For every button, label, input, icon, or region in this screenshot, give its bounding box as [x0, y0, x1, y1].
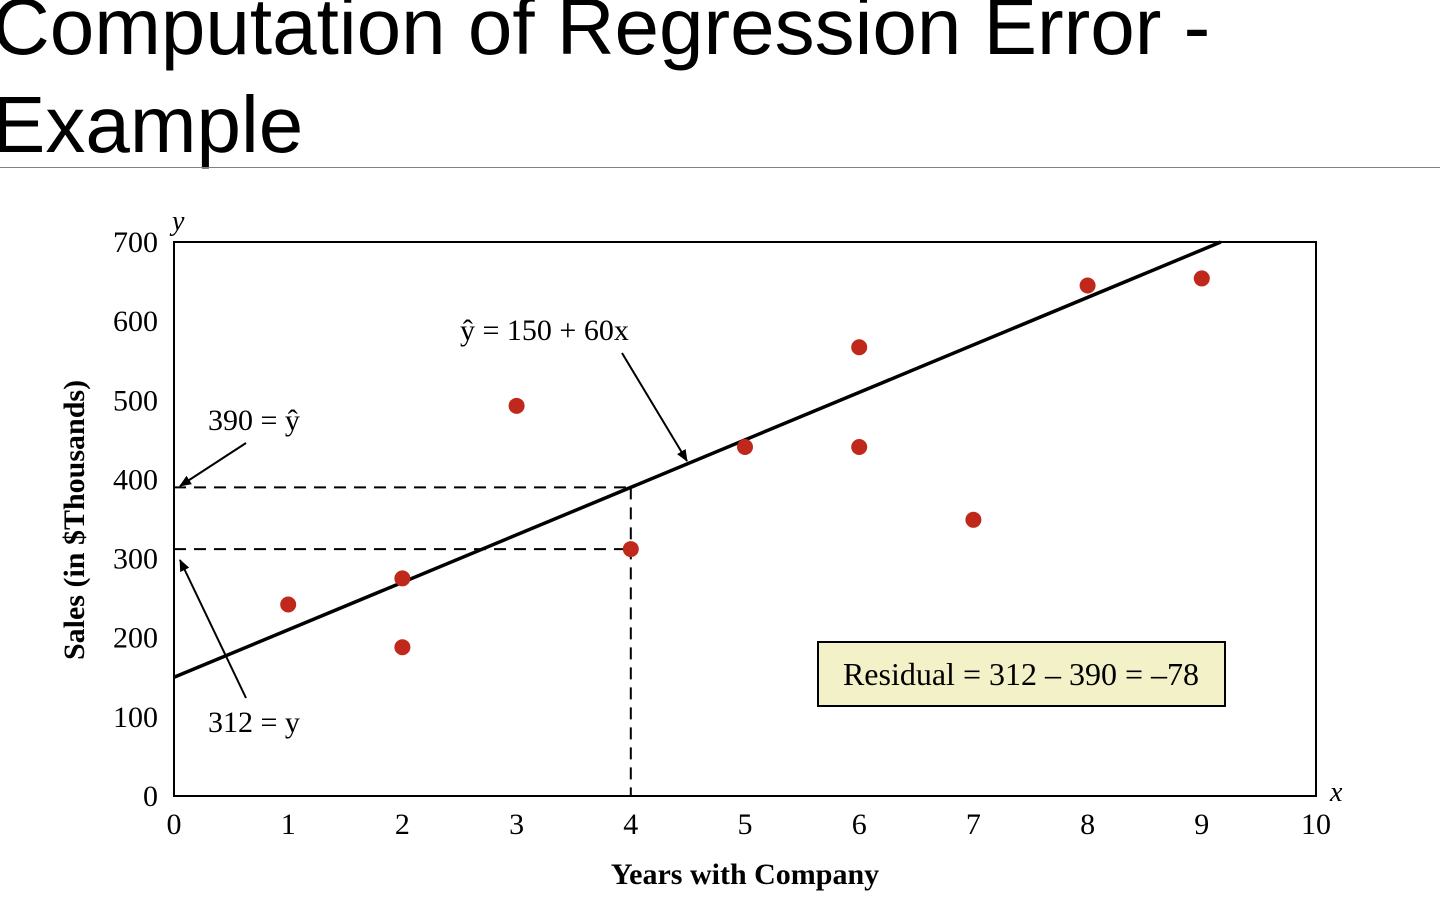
title-divider [0, 167, 1440, 168]
residual-text: Residual = 312 – 390 = –78 [843, 656, 1199, 692]
data-point [965, 511, 982, 528]
x-tick-label: 1 [281, 808, 296, 841]
x-tick-label: 2 [395, 808, 410, 841]
data-point [1079, 277, 1096, 294]
y-tick-labels: 0 100 200 300 400 500 600 700 [113, 226, 158, 813]
data-point [394, 639, 411, 656]
slide-title: Computation of Regression Error - Exampl… [0, 0, 1432, 174]
x-tick-label: 7 [966, 808, 981, 841]
yhat-label: 390 = ŷ [208, 404, 300, 437]
x-tick-label: 5 [738, 808, 753, 841]
y-tick-label: 300 [113, 543, 158, 576]
x-tick-label: 3 [509, 808, 524, 841]
regression-equation: ŷ = 150 + 60x [460, 314, 629, 347]
plot-frame [173, 241, 1317, 797]
x-tick-label: 10 [1301, 808, 1331, 841]
y-axis-label: Sales (in $Thousands) [58, 380, 91, 660]
x-axis-label: Years with Company [611, 858, 879, 891]
x-tick-label: 9 [1194, 808, 1209, 841]
y-tick-label: 0 [143, 780, 158, 813]
x-tick-label: 6 [852, 808, 867, 841]
data-point [508, 397, 525, 414]
regression-equation-arrow [621, 352, 688, 462]
y-tick-label: 200 [113, 622, 158, 655]
data-point [851, 339, 868, 356]
residual-box: Residual = 312 – 390 = –78 [817, 641, 1226, 707]
data-point [622, 541, 639, 558]
data-point [851, 438, 868, 455]
y-value-label: 312 = y [208, 706, 300, 739]
dashed-guides [174, 486, 632, 796]
slide-title-line-1: Computation of Regression Error - [0, 0, 1211, 71]
slide-title-line-2: Example [0, 80, 304, 169]
x-axis-variable: x [1329, 777, 1343, 808]
data-point [394, 570, 411, 587]
x-tick-label: 8 [1080, 808, 1095, 841]
data-points [280, 270, 1210, 656]
regression-line [173, 240, 1222, 679]
y-value-arrow [179, 559, 247, 699]
x-tick-label: 4 [623, 808, 638, 841]
residual-box-background [817, 641, 1226, 707]
y-tick-label: 500 [113, 384, 158, 417]
x-tick-labels: 0 1 2 3 4 5 6 7 8 9 10 [167, 808, 1332, 841]
data-point [737, 438, 753, 455]
y-tick-label: 400 [113, 463, 158, 496]
x-tick-label: 0 [167, 808, 182, 841]
y-tick-label: 100 [113, 701, 158, 734]
y-tick-label: 700 [113, 226, 158, 259]
yhat-arrow [179, 442, 247, 487]
y-tick-label: 600 [113, 305, 158, 338]
y-axis-variable: y [169, 206, 185, 237]
data-point [1193, 270, 1210, 287]
data-point [280, 596, 297, 613]
